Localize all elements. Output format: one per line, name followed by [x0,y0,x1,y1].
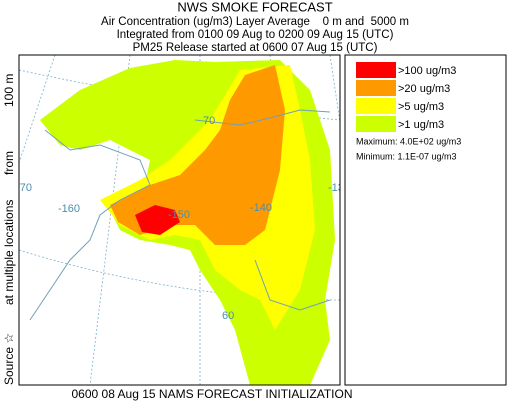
lon-label: -160 [58,203,80,215]
side-label-part: at multiple locations [2,200,16,305]
legend-frame [344,54,507,386]
legend-swatch [356,98,396,114]
footer: 0600 08 Aug 15 NAMS FORECAST INITIALIZAT… [72,387,353,401]
graticule-labels: -170 -160 -150 -140 -130 70 60 [10,115,350,322]
lon-label: -170 [10,182,32,194]
lat-label: 70 [203,115,215,127]
side-label-part: from [2,151,16,175]
lat-label: 60 [222,310,234,322]
legend-label: >5 ug/m3 [398,101,444,113]
subtitle: PM25 Release started at 0600 07 Aug 15 (… [133,42,378,54]
maximum: Maximum: 4.0E+02 ug/m3 [356,136,461,146]
lon-label: -130 [328,182,350,194]
side-label-part: 100 m [2,74,16,107]
subtitle: Integrated from 0100 09 Aug to 0200 09 A… [117,29,394,41]
lon-label: -150 [168,209,190,221]
legend-label: >1 ug/m3 [398,119,444,131]
legend-swatch [356,62,396,78]
title: NWS SMOKE FORECAST [177,0,332,14]
legend-label: >100 ug/m3 [398,65,456,77]
subtitle: Air Concentration (ug/m3) Layer Average … [101,16,409,28]
map-frame [18,54,341,386]
legend-swatch [356,80,396,96]
minimum: Minimum: 1.1E-07 ug/m3 [356,151,457,161]
side-label: Source ☆ at multiple locations from 100 … [2,74,16,385]
legend-label: >20 ug/m3 [398,83,450,95]
lon-label: -140 [250,202,272,214]
side-label-part: Source ☆ [2,333,16,385]
plume-4 [135,205,180,235]
legend-swatch [356,116,396,132]
coastline [29,109,331,321]
map-area: -170 -160 -150 -140 -130 70 60 [10,55,350,385]
plume-3 [110,65,285,245]
